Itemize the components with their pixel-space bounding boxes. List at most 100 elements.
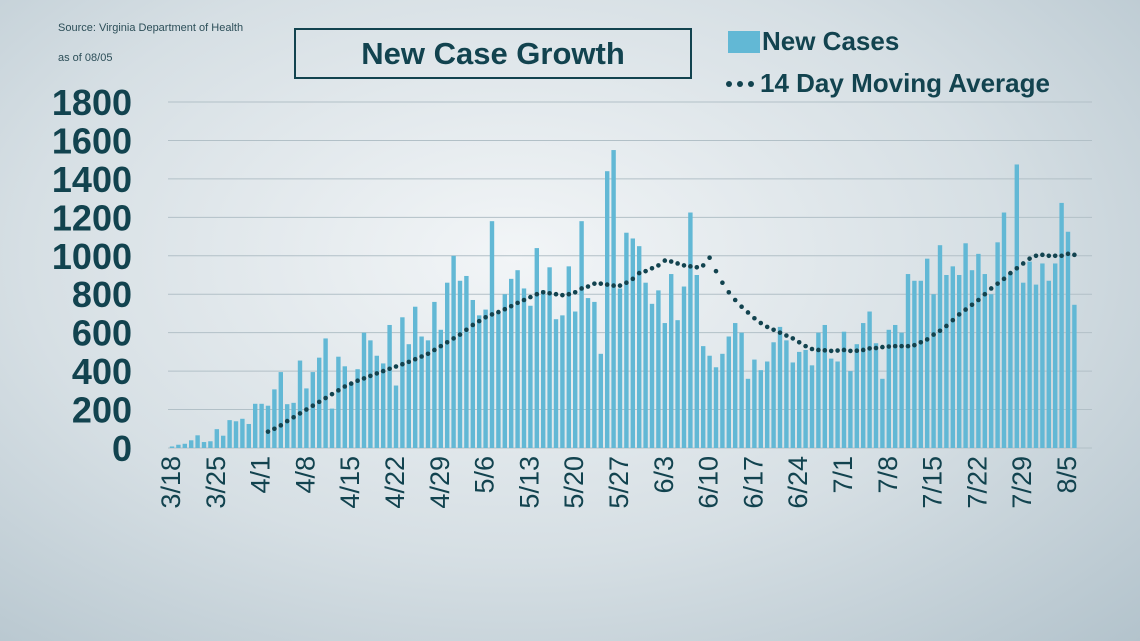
bar — [841, 331, 847, 448]
moving-average-point — [560, 292, 565, 298]
bar — [617, 288, 623, 448]
moving-average-point — [476, 318, 482, 324]
moving-average-point — [284, 418, 290, 424]
moving-average-point — [963, 307, 968, 312]
y-tick-label: 600 — [72, 313, 132, 354]
bar — [1053, 263, 1058, 448]
moving-average-point — [534, 291, 540, 297]
moving-average-point — [880, 344, 885, 350]
bar — [886, 329, 891, 448]
bar — [541, 290, 546, 448]
bar — [861, 323, 866, 448]
bar — [464, 275, 469, 448]
moving-average-point — [848, 348, 853, 354]
bar — [438, 329, 443, 448]
bar — [854, 344, 859, 448]
moving-average-point — [342, 384, 348, 389]
x-tick-label: 4/15 — [335, 456, 365, 509]
moving-average-point — [393, 364, 399, 369]
bar — [784, 340, 789, 448]
bar — [169, 446, 175, 448]
moving-average-point — [841, 347, 847, 353]
moving-average-point — [931, 332, 936, 337]
bar — [361, 332, 367, 448]
moving-average-point — [432, 347, 437, 353]
bar — [1046, 280, 1051, 448]
moving-average-point — [912, 342, 917, 348]
x-tick-label: 7/1 — [828, 456, 858, 494]
bar — [201, 442, 207, 448]
moving-average-point — [988, 286, 994, 291]
moving-average-point — [643, 268, 648, 274]
moving-average-point — [400, 361, 405, 367]
moving-average-point — [752, 315, 757, 321]
bar — [509, 278, 514, 448]
bar — [521, 288, 527, 448]
y-tick-label: 800 — [72, 274, 132, 315]
moving-average-point — [374, 371, 380, 376]
moving-average-point — [553, 291, 559, 297]
bar — [605, 171, 610, 448]
bar — [829, 358, 834, 448]
bar — [413, 306, 418, 448]
moving-average-point — [777, 330, 783, 335]
bar — [694, 275, 699, 448]
moving-average-point — [291, 414, 296, 420]
x-tick-label: 3/25 — [201, 456, 231, 509]
moving-average-point — [758, 320, 764, 326]
bar — [925, 258, 930, 448]
bar — [233, 421, 239, 448]
moving-average-point — [809, 346, 815, 352]
bar — [195, 435, 200, 448]
bar — [688, 212, 693, 448]
moving-average-point — [745, 310, 751, 315]
bar — [816, 332, 821, 448]
bar — [259, 403, 264, 448]
x-tick-label: 7/15 — [918, 456, 948, 509]
moving-average-point — [950, 317, 956, 323]
x-tick-label: 3/18 — [156, 456, 186, 509]
bar — [553, 319, 559, 448]
moving-average-point — [636, 270, 642, 276]
moving-average-point — [470, 322, 476, 328]
bar — [880, 378, 885, 448]
moving-average-point — [1027, 256, 1032, 261]
moving-average-point — [976, 297, 981, 303]
bar — [515, 270, 520, 448]
bar — [669, 274, 674, 448]
chart-title-text: New Case Growth — [361, 35, 625, 71]
moving-average-point — [1020, 261, 1026, 266]
moving-average-point — [835, 348, 840, 353]
moving-average-point — [323, 395, 328, 401]
moving-average-point — [649, 265, 655, 271]
moving-average-point — [361, 376, 367, 381]
bar — [918, 280, 923, 448]
bar — [989, 294, 994, 448]
bar — [1072, 304, 1077, 448]
bar — [393, 385, 399, 448]
bar — [342, 366, 347, 448]
bar — [835, 361, 840, 448]
bar — [457, 280, 463, 448]
dotted-line-icon — [726, 80, 754, 87]
moving-average-point — [585, 284, 591, 289]
moving-average-point — [1046, 253, 1052, 259]
bar — [323, 338, 328, 448]
bar — [803, 349, 808, 448]
moving-average-series — [265, 251, 1077, 434]
moving-average-point — [547, 290, 552, 296]
moving-average-point — [784, 333, 789, 338]
bar — [534, 248, 539, 448]
bar — [451, 255, 456, 448]
moving-average-point — [892, 343, 898, 349]
bar — [585, 298, 591, 448]
moving-average-point — [304, 407, 309, 412]
bar — [496, 313, 501, 448]
x-tick-label: 4/29 — [425, 456, 455, 509]
x-tick-label: 6/24 — [783, 456, 813, 509]
bar — [470, 299, 475, 448]
y-tick-label: 1200 — [52, 197, 132, 238]
bar — [349, 382, 354, 448]
bar — [355, 369, 360, 448]
bar — [982, 274, 987, 448]
